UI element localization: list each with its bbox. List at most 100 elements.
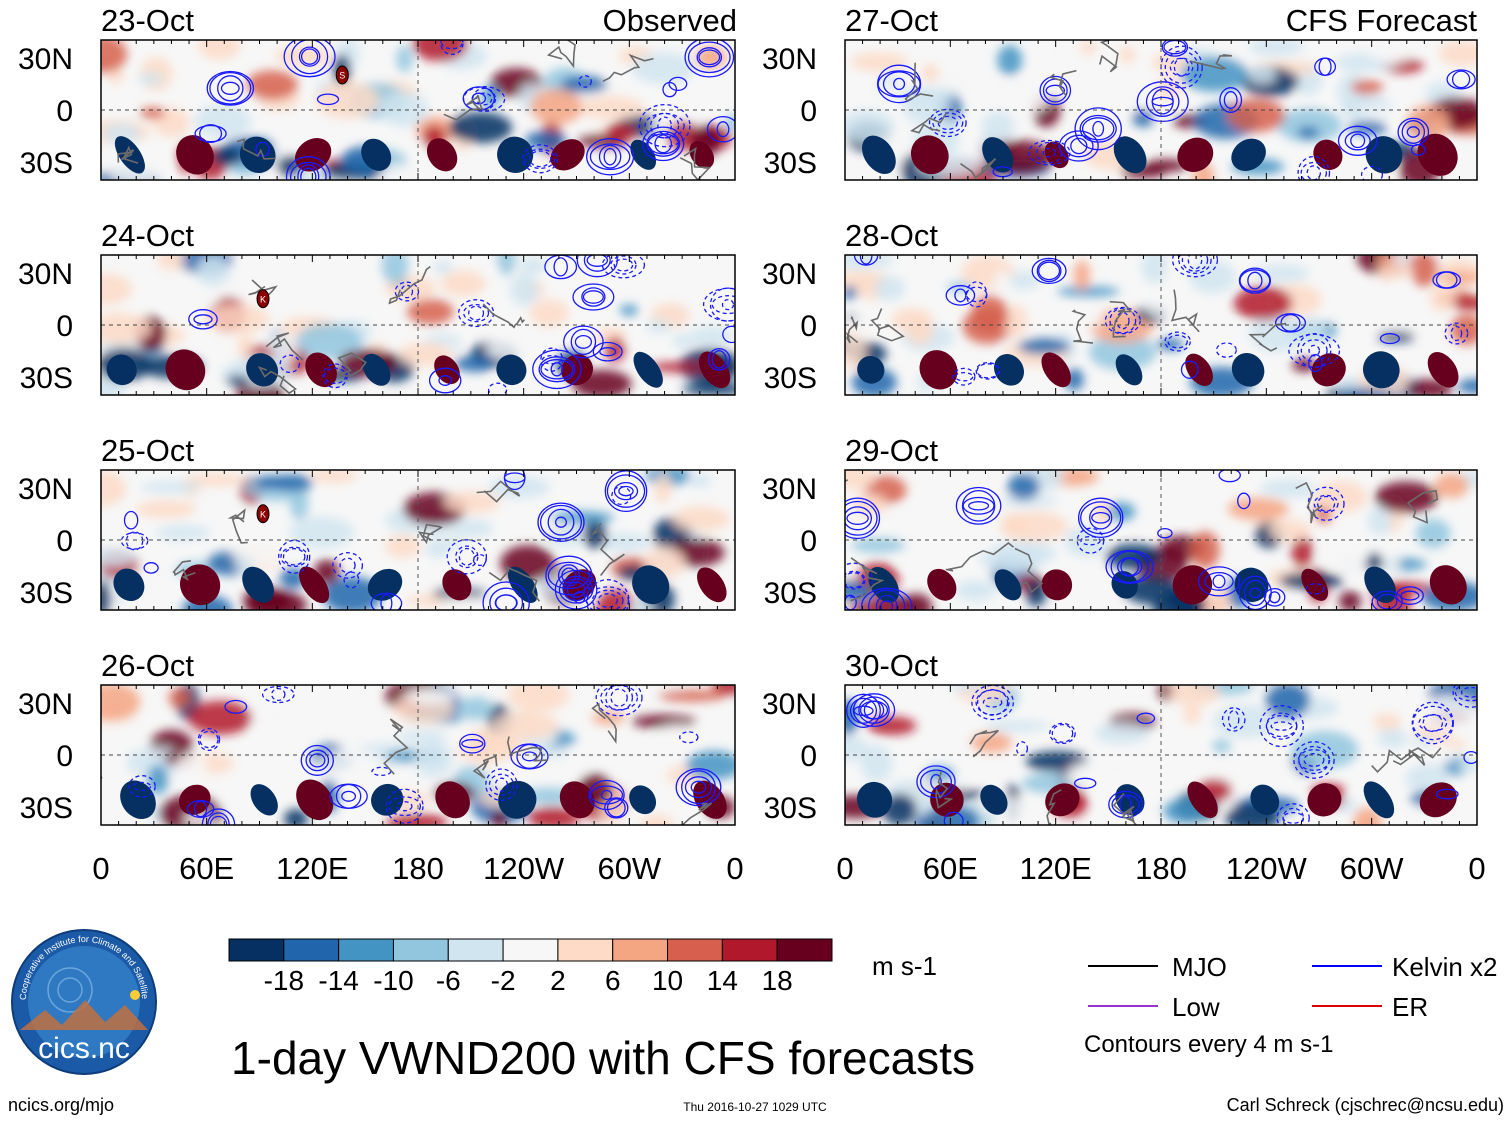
- colorbar-swatch: [612, 938, 669, 962]
- colorbar-swatch: [338, 938, 394, 962]
- wind-field: [845, 470, 1477, 610]
- x-tick-label: 60E: [923, 851, 978, 886]
- legend-er-label: ER: [1392, 992, 1428, 1022]
- map-panel: 28-Oct 30N 0 30S: [762, 218, 1478, 396]
- x-tick-label: 0: [836, 851, 853, 886]
- colorbar-label: 6: [605, 965, 621, 996]
- storm-marker: [256, 504, 270, 524]
- units-label: m s-1: [872, 951, 937, 981]
- x-tick-label: 0: [726, 851, 743, 886]
- x-tick-label: 60W: [1340, 851, 1404, 886]
- y-tick-label: 30S: [764, 577, 817, 610]
- panel-date: 30-Oct: [845, 648, 938, 683]
- observed-label: Observed: [603, 3, 737, 38]
- colorbar-swatch: [228, 938, 285, 962]
- y-tick-label: 0: [56, 740, 73, 773]
- y-tick-label: 30N: [762, 473, 817, 506]
- y-tick-label: 30S: [764, 362, 817, 395]
- y-tick-label: 30S: [20, 147, 73, 180]
- wind-field: [101, 470, 730, 610]
- y-tick-label: 30S: [20, 577, 73, 610]
- y-tick-label: 0: [800, 95, 817, 128]
- legend-kelvin-label: Kelvin x2: [1392, 952, 1498, 982]
- colorbar-swatch: [283, 938, 340, 962]
- y-tick-label: 0: [800, 740, 817, 773]
- panel-date: 27-Oct: [845, 3, 938, 38]
- wind-field: [101, 255, 735, 395]
- y-tick-label: 30N: [18, 473, 73, 506]
- footer-timestamp: Thu 2016-10-27 1029 UTC: [683, 1100, 827, 1114]
- wind-field: [845, 685, 1477, 825]
- colorbar-swatch: [776, 938, 833, 962]
- x-tick-label: 120W: [1226, 851, 1308, 886]
- y-tick-label: 30N: [762, 258, 817, 291]
- colorbar-label: 14: [707, 965, 738, 996]
- colorbar-swatch: [557, 938, 614, 962]
- y-tick-label: 30S: [764, 147, 817, 180]
- colorbar-swatch: [667, 938, 723, 962]
- y-tick-label: 30S: [20, 792, 73, 825]
- y-tick-label: 0: [56, 525, 73, 558]
- map-panel: 27-Oct 30N 0 30S: [762, 3, 1478, 181]
- y-tick-label: 30N: [18, 688, 73, 721]
- x-tick-label: 120W: [483, 851, 565, 886]
- colorbar-label: -10: [373, 965, 413, 996]
- logo-text: cics.nc: [38, 1032, 130, 1065]
- legend-low-label: Low: [1172, 992, 1220, 1022]
- forecast-label: CFS Forecast: [1286, 3, 1478, 38]
- legend-mjo-label: MJO: [1172, 952, 1227, 982]
- x-tick-label: 0: [92, 851, 109, 886]
- panel-date: 28-Oct: [845, 218, 938, 253]
- colorbar-label: -18: [264, 965, 304, 996]
- legend: MJO Kelvin x2 Low ER Contours every 4 m …: [1084, 952, 1498, 1058]
- storm-marker-label: S: [339, 71, 345, 81]
- panel-date: 24-Oct: [101, 218, 194, 253]
- colorbar-label: -6: [436, 965, 461, 996]
- x-tick-label: 120E: [276, 851, 348, 886]
- map-panel: 29-Oct 30N 0 30S: [762, 433, 1478, 611]
- wind-field: [101, 685, 735, 825]
- footer-url: ncics.org/mjo: [8, 1095, 114, 1115]
- colorbar-label: 2: [550, 965, 566, 996]
- x-axis-observed: 0 60E 120E 180 120W 60W 0: [92, 851, 743, 886]
- colorbar-label: -2: [491, 965, 516, 996]
- storm-marker: [335, 65, 349, 85]
- y-tick-label: 30S: [764, 792, 817, 825]
- colorbar-label: 18: [762, 965, 793, 996]
- map-panel: K 25-Oct 30N 0 30S: [18, 433, 736, 611]
- storm-marker: [256, 289, 270, 309]
- colorbar: -18 -14 -10 -6 -2 2 6 10 14 18: [228, 938, 833, 996]
- y-tick-label: 30S: [20, 362, 73, 395]
- map-panel: S 23-Oct 30N 0 30S: [18, 3, 736, 181]
- chart-title: 1-day VWND200 with CFS forecasts: [231, 1032, 975, 1084]
- colorbar-swatch: [502, 938, 559, 962]
- y-tick-label: 0: [56, 310, 73, 343]
- panel-date: 23-Oct: [101, 3, 194, 38]
- y-tick-label: 30N: [18, 43, 73, 76]
- y-tick-label: 0: [800, 310, 817, 343]
- storm-marker-label: K: [260, 294, 266, 304]
- wind-field: [101, 40, 735, 180]
- map-panel: K 24-Oct 30N 0 30S: [18, 218, 736, 396]
- y-tick-label: 0: [800, 525, 817, 558]
- colorbar-swatch: [447, 938, 504, 962]
- colorbar-label: 10: [652, 965, 683, 996]
- panel-date: 29-Oct: [845, 433, 938, 468]
- colorbar-swatch: [721, 938, 778, 962]
- panel-date: 25-Oct: [101, 433, 194, 468]
- panel-grid: S 23-Oct 30N 0 30S K 24-Oct 30N 0 30S K 25-Oct 30N 0 3…: [18, 3, 1478, 826]
- x-tick-label: 180: [392, 851, 444, 886]
- contour-note: Contours every 4 m s-1: [1084, 1031, 1333, 1058]
- wind-field: [845, 255, 1477, 395]
- y-tick-label: 0: [56, 95, 73, 128]
- y-tick-label: 30N: [762, 688, 817, 721]
- wind-field: [845, 40, 1477, 180]
- x-tick-label: 180: [1135, 851, 1187, 886]
- colorbar-label: -14: [318, 965, 358, 996]
- storm-marker-label: K: [260, 509, 266, 519]
- x-tick-label: 0: [1468, 851, 1485, 886]
- y-tick-label: 30N: [762, 43, 817, 76]
- panel-date: 26-Oct: [101, 648, 194, 683]
- colorbar-swatch: [392, 938, 449, 962]
- x-tick-label: 60E: [179, 851, 234, 886]
